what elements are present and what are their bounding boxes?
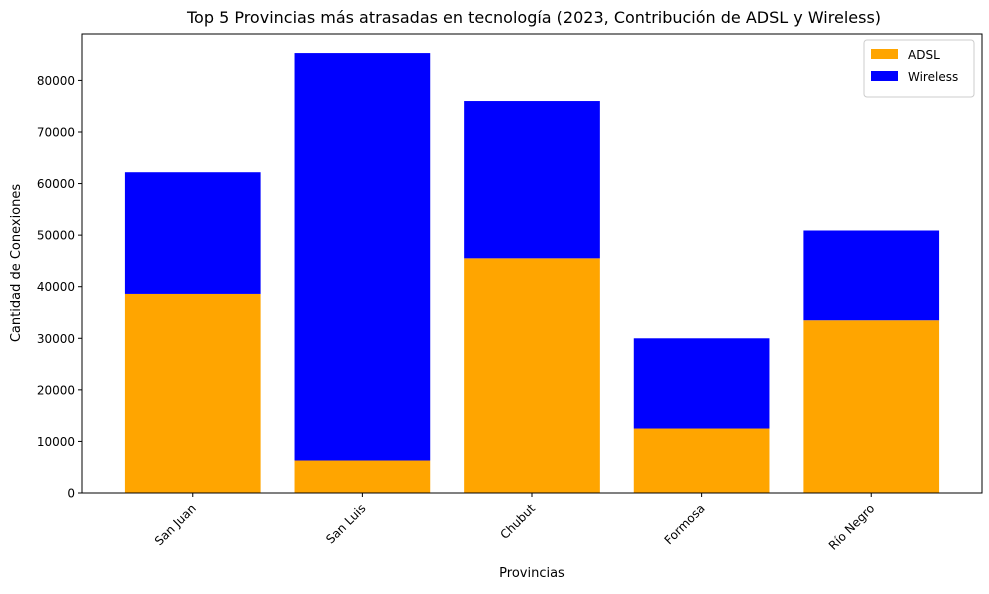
chart-title: Top 5 Provincias más atrasadas en tecnol… — [186, 8, 881, 27]
y-tick-label: 20000 — [37, 383, 75, 397]
bar-wireless-san-juan — [124, 172, 261, 294]
x-axis-label: Provincias — [499, 566, 565, 581]
x-tick-label: Formosa — [662, 501, 708, 547]
y-tick-label: 10000 — [37, 435, 75, 449]
y-tick-label: 30000 — [37, 332, 75, 346]
legend-label-wireless: Wireless — [908, 70, 958, 84]
y-axis-label: Cantidad de Conexiones — [9, 184, 24, 343]
bar-adsl-chubut — [464, 258, 600, 493]
legend: ADSL Wireless — [863, 39, 975, 98]
y-tick-label: 80000 — [37, 74, 75, 88]
x-tick-label: San Luis — [323, 501, 368, 546]
legend-swatch-wireless — [871, 71, 898, 81]
legend-label-adsl: ADSL — [908, 48, 940, 62]
bar-adsl-san-juan — [124, 293, 261, 493]
x-tick-label: Chubut — [497, 501, 538, 542]
y-tick-label: 40000 — [37, 280, 75, 294]
bar-wireless-río-negro — [803, 230, 940, 321]
bar-adsl-formosa — [633, 428, 770, 493]
y-tick-label: 50000 — [37, 229, 75, 243]
legend-swatch-adsl — [871, 49, 898, 59]
bar-wireless-chubut — [464, 101, 600, 259]
bars-layer — [124, 53, 940, 493]
bar-adsl-san-luis — [294, 460, 431, 493]
y-tick-label: 60000 — [37, 177, 75, 191]
x-tick-label: Río Negro — [826, 501, 877, 552]
bar-wireless-san-luis — [294, 53, 431, 461]
bar-adsl-río-negro — [803, 320, 940, 493]
bar-wireless-formosa — [633, 338, 770, 429]
x-tick-label: San Juan — [152, 501, 199, 548]
y-tick-label: 0 — [67, 487, 75, 501]
y-tick-label: 70000 — [37, 125, 75, 139]
